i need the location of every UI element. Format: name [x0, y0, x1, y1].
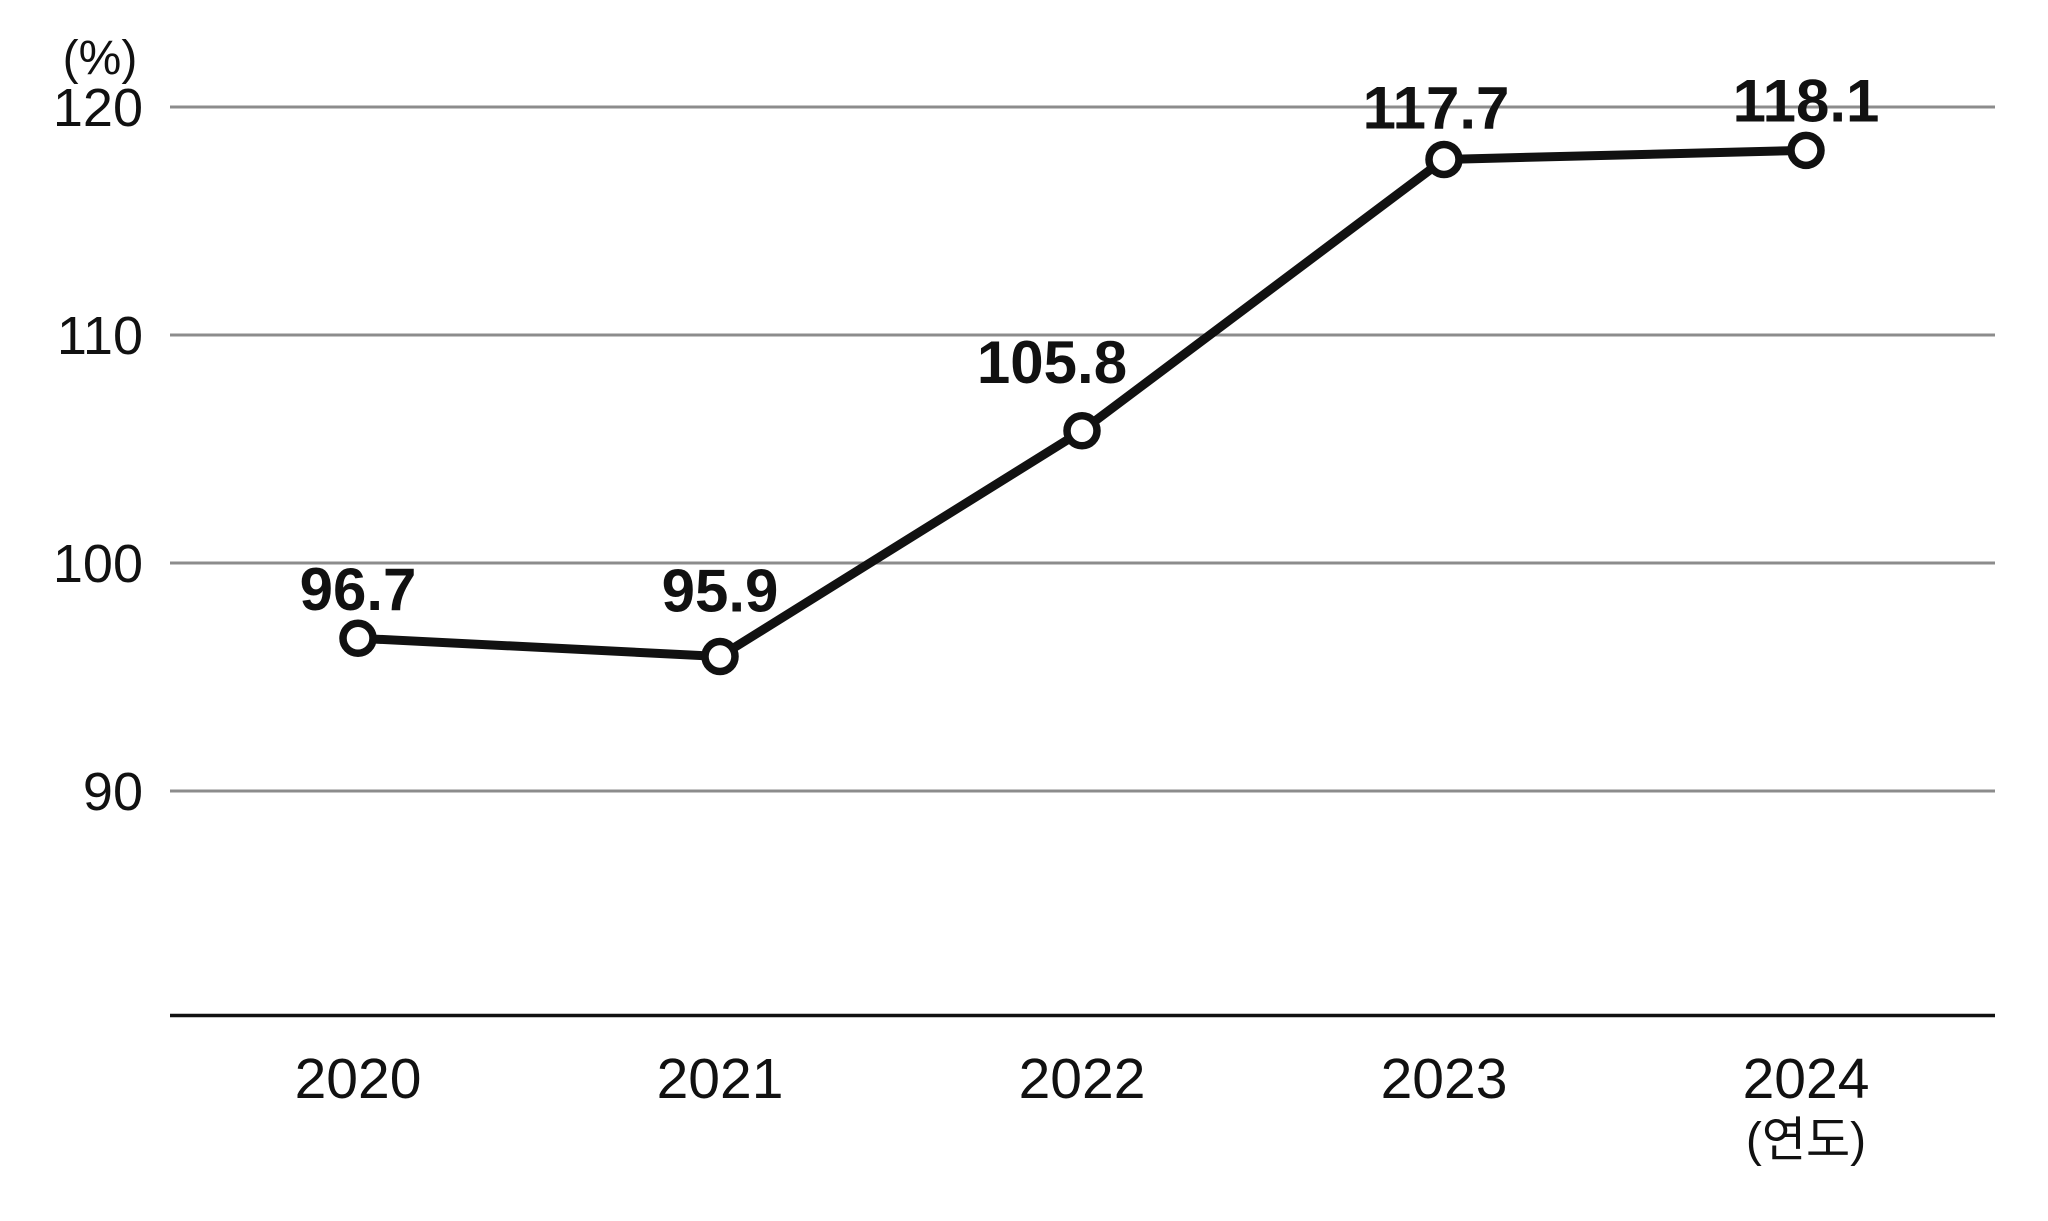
data-label-2024: 118.1: [1733, 67, 1880, 134]
x-tick-label-2020: 2020: [295, 1047, 422, 1111]
y-tick-label-100: 100: [53, 534, 143, 594]
x-tick-label-2022: 2022: [1019, 1047, 1146, 1111]
data-label-2023: 117.7: [1363, 74, 1510, 141]
y-axis-unit-label: (%): [63, 32, 138, 85]
y-tick-label-90: 90: [83, 762, 143, 822]
data-point-2024: [1787, 131, 1825, 170]
x-tick-label-2021: 2021: [657, 1047, 784, 1111]
data-point-2023: [1425, 140, 1463, 179]
data-label-2020: 96.7: [300, 556, 417, 623]
x-axis-unit-label: (연도): [1746, 1114, 1866, 1167]
y-tick-label-110: 110: [57, 306, 143, 366]
data-point-2021: [701, 637, 739, 676]
data-label-2021: 95.9: [662, 557, 779, 624]
data-point-2020: [339, 619, 377, 657]
y-tick-label-120: 120: [53, 78, 143, 138]
data-label-2022: 105.8: [977, 329, 1127, 396]
x-tick-label-2023: 2023: [1381, 1047, 1508, 1111]
data-point-2022: [1063, 412, 1101, 450]
x-tick-label-2024: 2024: [1743, 1047, 1870, 1111]
